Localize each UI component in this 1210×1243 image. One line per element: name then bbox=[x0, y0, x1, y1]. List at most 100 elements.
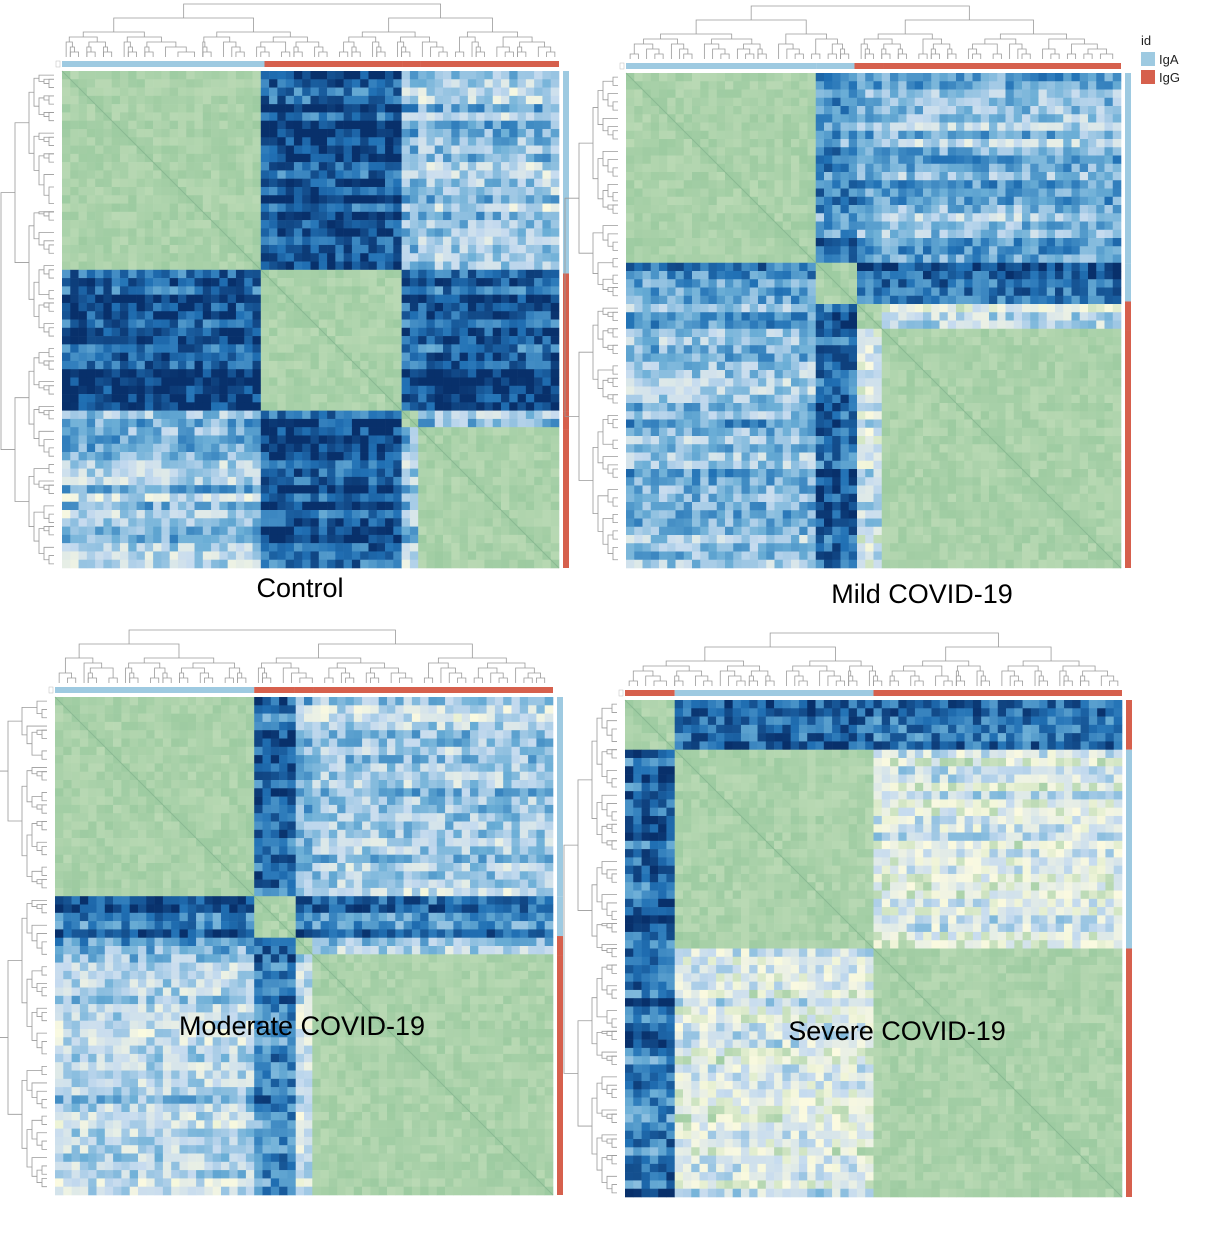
heatmap-cell bbox=[260, 385, 270, 395]
heatmap-cell bbox=[708, 139, 718, 148]
heatmap-cell bbox=[1079, 81, 1089, 90]
heatmap-cell bbox=[401, 435, 411, 445]
heatmap-cell bbox=[434, 228, 444, 237]
heatmap-cell bbox=[484, 377, 494, 387]
heatmap-cell bbox=[492, 278, 502, 287]
heatmap-cell bbox=[78, 551, 88, 561]
heatmap-cell bbox=[136, 87, 146, 97]
heatmap-cell bbox=[509, 269, 518, 279]
heatmap-cell bbox=[136, 377, 146, 387]
heatmap-cell bbox=[1005, 229, 1015, 239]
heatmap-cell bbox=[343, 543, 353, 552]
heatmap-cell bbox=[418, 410, 427, 420]
heatmap-cell bbox=[136, 186, 146, 196]
heatmap-cell bbox=[980, 81, 990, 90]
heatmap-cell bbox=[202, 476, 212, 486]
heatmap-cell bbox=[376, 369, 386, 378]
heatmap-cell bbox=[78, 385, 88, 395]
heatmap-cell bbox=[443, 559, 452, 569]
heatmap-cell bbox=[103, 120, 112, 130]
heatmap-cell bbox=[161, 220, 170, 229]
heatmap-cell bbox=[169, 551, 179, 561]
heatmap-cell bbox=[70, 352, 79, 362]
heatmap-cell bbox=[426, 485, 436, 494]
heatmap-cell bbox=[542, 485, 552, 494]
heatmap-cell bbox=[774, 163, 784, 173]
heatmap-cell bbox=[119, 377, 129, 387]
heatmap-cell bbox=[327, 269, 336, 279]
heatmap-cell bbox=[443, 261, 452, 271]
heatmap-cell bbox=[517, 418, 527, 428]
heatmap-cell bbox=[335, 369, 344, 378]
heatmap-cell bbox=[914, 205, 924, 214]
heatmap-cell bbox=[476, 186, 485, 196]
heatmap-cell bbox=[509, 559, 518, 569]
heatmap-cell bbox=[708, 114, 718, 123]
heatmap-cell bbox=[119, 352, 129, 362]
heatmap-cell bbox=[914, 122, 924, 132]
heatmap-cell bbox=[857, 180, 866, 189]
heatmap-cell bbox=[351, 170, 361, 179]
heatmap-cell bbox=[758, 147, 767, 156]
heatmap-cell bbox=[758, 238, 767, 247]
heatmap-cell bbox=[302, 385, 311, 395]
heatmap-cell bbox=[343, 510, 353, 519]
heatmap-cell bbox=[393, 559, 402, 569]
heatmap-cell bbox=[650, 81, 660, 90]
heatmap-cell bbox=[285, 104, 295, 113]
heatmap-cell bbox=[302, 195, 311, 204]
heatmap-cell bbox=[517, 170, 527, 179]
heatmap-cell bbox=[161, 452, 170, 461]
heatmap-cell bbox=[807, 147, 817, 156]
heatmap-cell bbox=[815, 114, 825, 123]
heatmap-cell bbox=[1046, 122, 1056, 132]
heatmap-cell bbox=[161, 352, 170, 362]
heatmap-cell bbox=[401, 394, 411, 403]
heatmap-cell bbox=[409, 228, 419, 237]
heatmap-cell bbox=[467, 327, 477, 337]
heatmap-cell bbox=[832, 238, 841, 247]
heatmap-cell bbox=[343, 501, 353, 511]
heatmap-cell bbox=[840, 114, 850, 123]
heatmap-cell bbox=[285, 493, 295, 503]
heatmap-cell bbox=[766, 205, 775, 214]
heatmap-cell bbox=[119, 369, 129, 378]
heatmap-cell bbox=[626, 196, 635, 206]
heatmap-cell bbox=[1088, 147, 1097, 156]
heatmap-cell bbox=[269, 195, 278, 204]
heatmap-cell bbox=[219, 104, 228, 113]
heatmap-cell bbox=[741, 89, 751, 99]
heatmap-cell bbox=[832, 122, 841, 132]
heatmap-cell bbox=[1038, 213, 1048, 222]
heatmap-cell bbox=[78, 443, 88, 453]
heatmap-cell bbox=[285, 385, 295, 395]
heatmap-cell bbox=[260, 526, 270, 536]
heatmap-cell bbox=[144, 452, 154, 461]
heatmap-cell bbox=[169, 352, 179, 362]
heatmap-cell bbox=[368, 211, 378, 221]
heatmap-cell bbox=[335, 468, 344, 478]
heatmap-cell bbox=[161, 311, 170, 320]
heatmap-cell bbox=[343, 261, 353, 271]
heatmap-cell bbox=[119, 452, 129, 461]
heatmap-cell bbox=[310, 377, 320, 387]
heatmap-cell bbox=[525, 87, 535, 97]
heatmap-cell bbox=[95, 352, 104, 362]
heatmap-cell bbox=[202, 443, 212, 453]
heatmap-cell bbox=[285, 137, 295, 146]
heatmap-cell bbox=[186, 112, 195, 121]
heatmap-cell bbox=[62, 319, 71, 329]
heatmap-cell bbox=[318, 228, 328, 237]
heatmap-cell bbox=[260, 211, 270, 221]
heatmap-cell bbox=[211, 71, 220, 80]
heatmap-cell bbox=[244, 452, 253, 461]
heatmap-cell bbox=[659, 122, 668, 132]
heatmap-cell bbox=[343, 427, 353, 436]
heatmap-cell bbox=[335, 543, 344, 552]
heatmap-cell bbox=[1088, 172, 1097, 181]
heatmap-cell bbox=[459, 170, 469, 179]
heatmap-cell bbox=[401, 153, 411, 163]
heatmap-cell bbox=[111, 253, 121, 262]
heatmap-cell bbox=[62, 153, 71, 163]
heatmap-cell bbox=[840, 188, 850, 198]
